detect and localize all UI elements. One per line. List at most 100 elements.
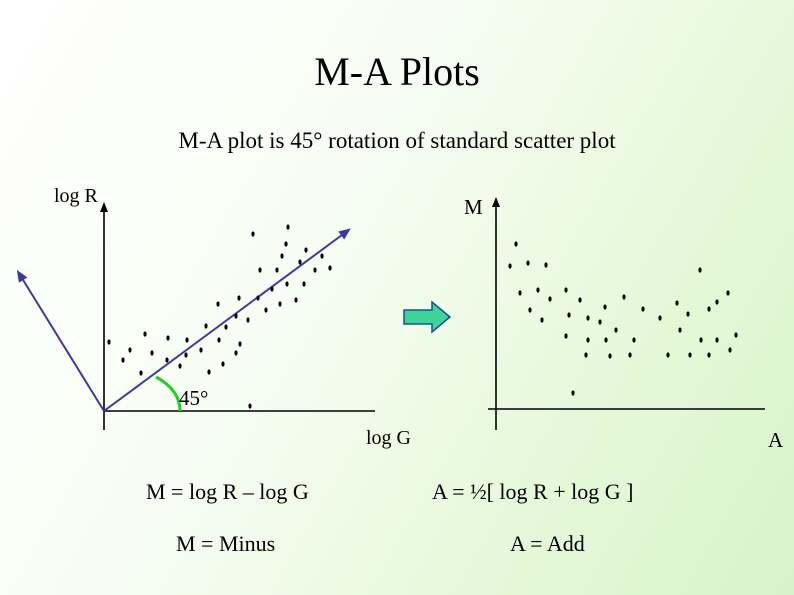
- scatter-point: [270, 286, 274, 292]
- page-subtitle: M-A plot is 45° rotation of standard sca…: [178, 128, 616, 153]
- scatter-point: [246, 317, 250, 323]
- scatter-point: [150, 350, 154, 356]
- scatter-point: [678, 327, 682, 333]
- left-y-axis-label: log R: [54, 185, 98, 207]
- scatter-point: [185, 337, 189, 343]
- scatter-point: [586, 315, 590, 321]
- right-x-axis-label: A: [768, 428, 784, 452]
- scatter-point: [165, 357, 169, 363]
- scatter-point: [548, 296, 552, 302]
- scatter-point: [715, 299, 719, 305]
- scatter-point: [285, 281, 289, 287]
- right-scatter-points: [508, 241, 738, 396]
- scatter-point: [528, 307, 532, 313]
- scatter-point: [216, 301, 220, 307]
- scatter-point: [234, 350, 238, 356]
- scatter-point: [564, 287, 568, 293]
- scatter-point: [608, 353, 612, 359]
- scatter-point: [313, 267, 317, 273]
- scatter-point: [143, 331, 147, 337]
- scatter-point: [298, 259, 302, 265]
- page-title: M-A Plots: [314, 49, 480, 94]
- scatter-point: [224, 324, 228, 330]
- scatter-point: [256, 295, 260, 301]
- scatter-point: [571, 390, 575, 396]
- left-x-axis-label: log G: [366, 427, 411, 449]
- scatter-point: [622, 294, 626, 300]
- scatter-point: [598, 319, 602, 325]
- scatter-point: [544, 262, 548, 268]
- scatter-point: [698, 267, 702, 273]
- scatter-point: [302, 281, 306, 287]
- scatter-point: [586, 337, 590, 343]
- scatter-point: [107, 339, 111, 345]
- scatter-point: [328, 265, 332, 271]
- scatter-point: [518, 290, 522, 296]
- scatter-point: [128, 347, 132, 353]
- scatter-point: [166, 335, 170, 341]
- scatter-point: [699, 337, 703, 343]
- rotated-a-axis: [103, 228, 351, 412]
- scatter-point: [207, 369, 211, 375]
- right-arrow-icon: [403, 300, 452, 334]
- angle-arc: [155, 375, 182, 412]
- scatter-point: [275, 267, 279, 273]
- scatter-point: [284, 241, 288, 247]
- scatter-point: [686, 311, 690, 317]
- scatter-point: [508, 263, 512, 269]
- scatter-point: [688, 352, 692, 358]
- scatter-point: [178, 363, 182, 369]
- right-y-axis-label: M: [464, 195, 483, 219]
- left-scatter-plot: [16, 202, 375, 430]
- scatter-point: [238, 341, 242, 347]
- scatter-point: [251, 231, 255, 237]
- scatter-point: [184, 352, 188, 358]
- scatter-point: [734, 332, 738, 338]
- scatter-point: [536, 287, 540, 293]
- scatter-point: [578, 297, 582, 303]
- a-definition: A = Add: [510, 531, 585, 556]
- scatter-point: [304, 247, 308, 253]
- scatter-point: [199, 347, 203, 353]
- scatter-point: [237, 295, 241, 301]
- scatter-point: [715, 337, 719, 343]
- rotated-m-axis: [16, 269, 105, 412]
- angle-label: 45°: [179, 386, 209, 410]
- m-formula: M = log R – log G: [146, 479, 309, 504]
- scatter-point: [540, 317, 544, 323]
- scatter-point: [204, 323, 208, 329]
- scatter-point: [280, 253, 284, 259]
- left-scatter-points: [107, 224, 332, 409]
- scatter-point: [604, 337, 608, 343]
- scatter-point: [264, 307, 268, 313]
- scatter-point: [234, 313, 238, 319]
- scatter-point: [707, 306, 711, 312]
- scatter-point: [217, 337, 221, 343]
- m-definition: M = Minus: [176, 531, 276, 556]
- scatter-point: [728, 347, 732, 353]
- scatter-point: [567, 312, 571, 318]
- scatter-point: [632, 337, 636, 343]
- scatter-point: [675, 300, 679, 306]
- scatter-point: [248, 403, 252, 409]
- scatter-point: [658, 315, 662, 321]
- scatter-point: [666, 352, 670, 358]
- scatter-point: [707, 352, 711, 358]
- scatter-point: [641, 306, 645, 312]
- scatter-point: [628, 352, 632, 358]
- scatter-point: [258, 267, 262, 273]
- scatter-point: [294, 297, 298, 303]
- scatter-point: [526, 260, 530, 266]
- scatter-point: [278, 301, 282, 307]
- scatter-point: [614, 327, 618, 333]
- scatter-point: [320, 253, 324, 259]
- a-formula: A = ½[ log R + log G ]: [432, 479, 634, 504]
- scatter-point: [726, 290, 730, 296]
- scatter-point: [221, 361, 225, 367]
- scatter-point: [514, 241, 518, 247]
- scatter-point: [603, 304, 607, 310]
- scatter-point: [584, 352, 588, 358]
- scatter-point: [286, 224, 290, 230]
- scatter-point: [139, 370, 143, 376]
